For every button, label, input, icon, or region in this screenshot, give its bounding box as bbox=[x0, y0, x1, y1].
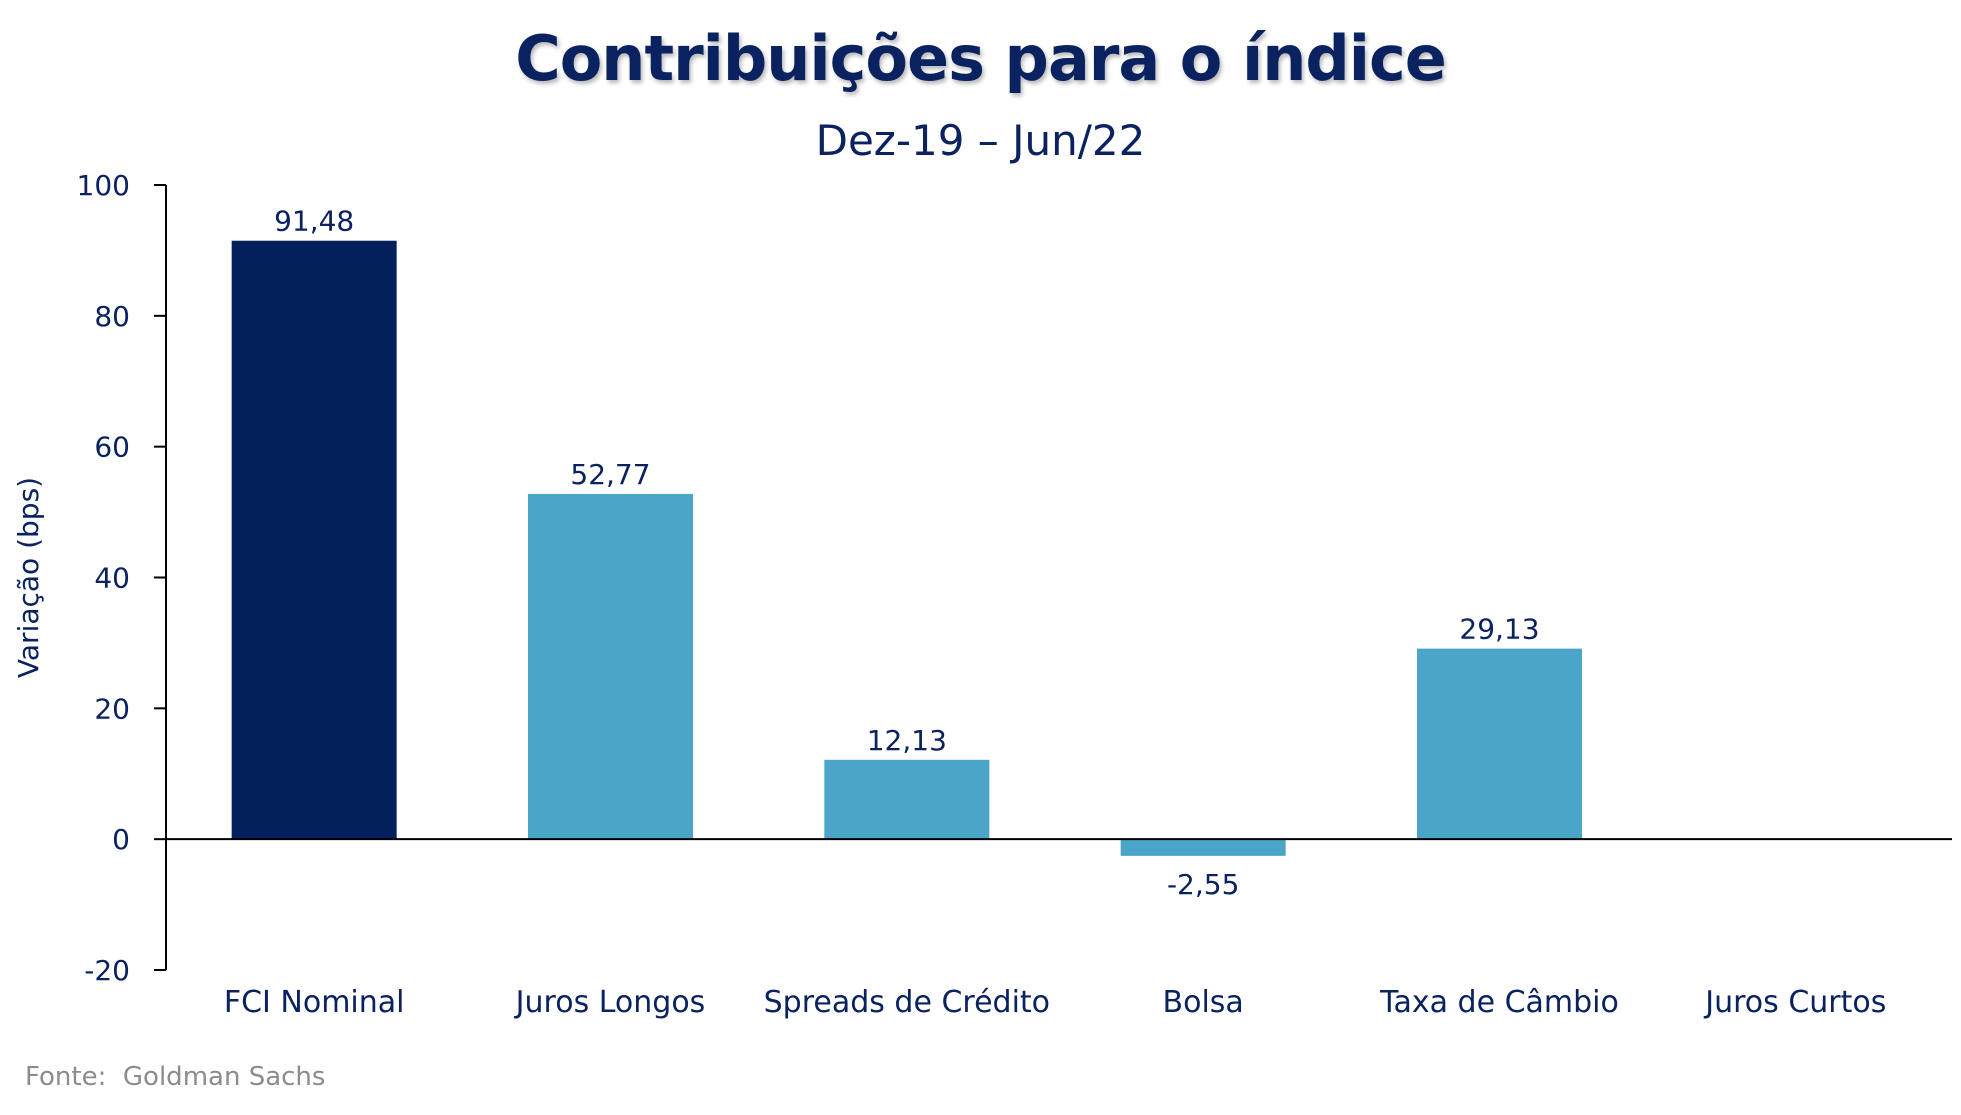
y-tick-label: 80 bbox=[94, 300, 130, 333]
x-category-label: Spreads de Crédito bbox=[764, 985, 1050, 1020]
chart-subtitle: Dez-19 – Jun/22 bbox=[815, 116, 1146, 165]
bar-4 bbox=[1120, 839, 1286, 856]
y-tick-label: 100 bbox=[77, 169, 130, 202]
source-value: Goldman Sachs bbox=[122, 1062, 326, 1092]
x-category-label: Juros Curtos bbox=[1703, 985, 1886, 1020]
y-tick-label: 60 bbox=[94, 431, 130, 464]
y-tick-label: 0 bbox=[112, 823, 130, 856]
y-tick-label: 20 bbox=[94, 692, 130, 725]
y-axis-title: Variação (bps) bbox=[12, 477, 45, 678]
y-tick-label: 40 bbox=[94, 562, 130, 595]
bar-5 bbox=[1417, 648, 1582, 840]
x-category-label: Juros Longos bbox=[514, 985, 706, 1020]
x-category-label: FCI Nominal bbox=[224, 985, 405, 1020]
bar-value-label: 91,48 bbox=[274, 205, 354, 238]
bar-value-label: 29,13 bbox=[1459, 613, 1539, 646]
bar-value-label: 52,77 bbox=[570, 458, 650, 491]
bar-3 bbox=[824, 759, 990, 840]
bar-value-label: 12,13 bbox=[867, 724, 947, 757]
chart-title: Contribuições para o índice bbox=[515, 22, 1447, 95]
source-footer: Fonte: Goldman Sachs bbox=[25, 1062, 325, 1092]
source-label: Fonte: bbox=[25, 1062, 107, 1092]
bar-2 bbox=[528, 493, 693, 840]
bar-1 bbox=[231, 240, 397, 840]
y-tick-label: -20 bbox=[84, 954, 130, 987]
bar-value-label: -2,55 bbox=[1167, 868, 1239, 901]
x-category-label: Bolsa bbox=[1163, 985, 1244, 1020]
x-category-label: Taxa de Câmbio bbox=[1379, 985, 1619, 1020]
